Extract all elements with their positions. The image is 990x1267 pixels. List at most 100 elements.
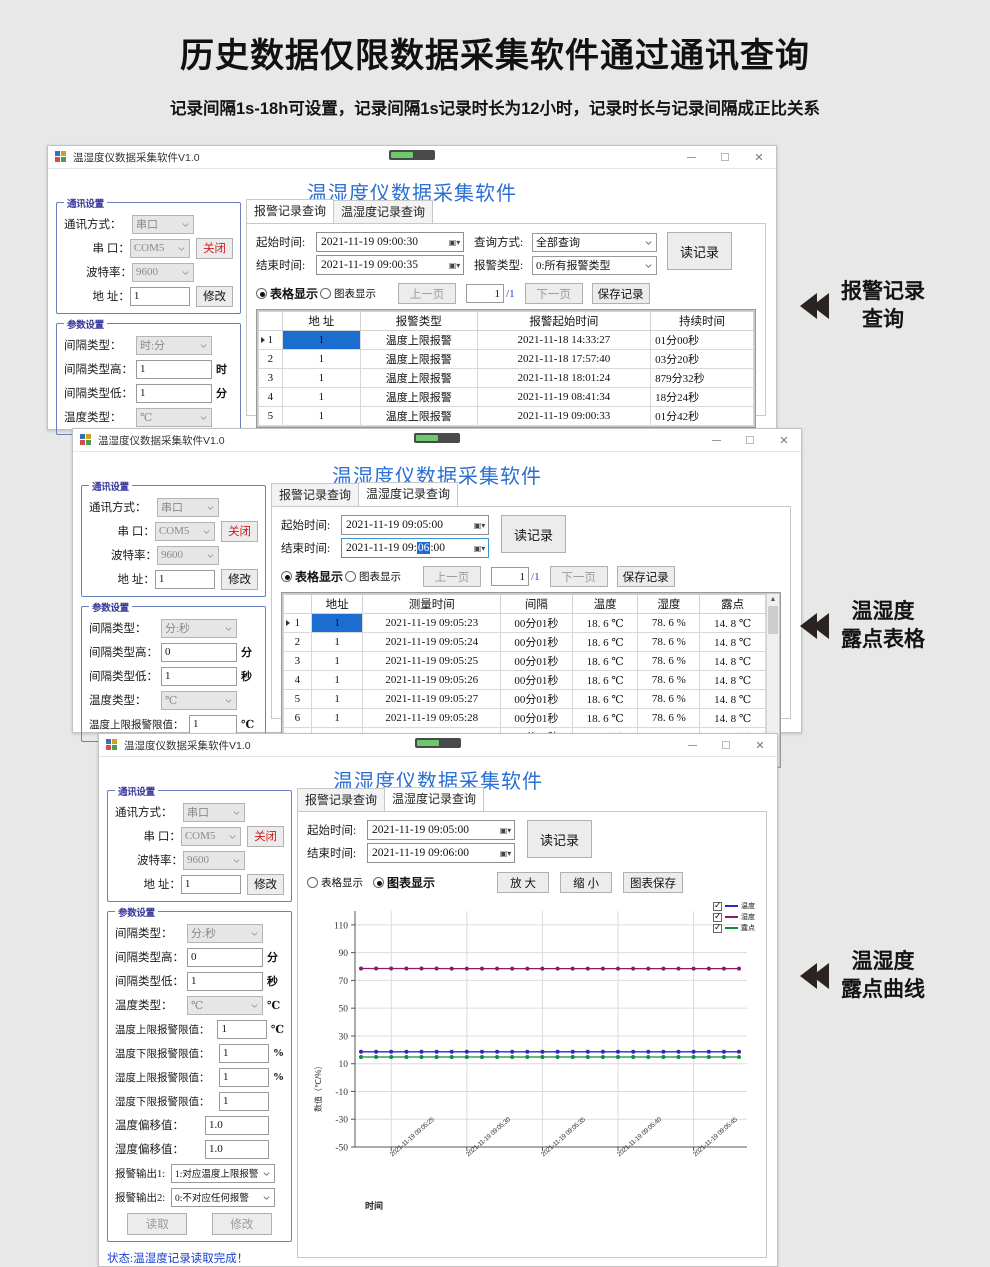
cell-address[interactable]: 1: [281, 368, 361, 388]
temp-offset-input[interactable]: 1.0: [205, 1115, 269, 1135]
column-header[interactable]: [258, 311, 283, 331]
hum-low-alarm-input[interactable]: 1: [219, 1091, 269, 1111]
read-record-button[interactable]: 读记录: [667, 232, 732, 270]
save-record-button[interactable]: 保存记录: [616, 566, 675, 587]
end-time-input[interactable]: 2021-11-19 09:06:00 ▣▾: [341, 538, 489, 558]
temp-type-select[interactable]: ℃: [187, 995, 263, 1015]
maximize-button[interactable]: [709, 734, 743, 757]
cell-duration[interactable]: 879分32秒: [650, 368, 754, 388]
cell-start-time[interactable]: 2021-11-19 09:00:33: [476, 406, 652, 426]
table-row[interactable]: 2 1 温度上限报警 2021-11-18 17:57:40 03分20秒: [258, 349, 754, 369]
save-record-button[interactable]: 保存记录: [591, 283, 650, 304]
comm-port-select[interactable]: COM5: [180, 826, 242, 846]
temp-high-alarm-input[interactable]: 1: [217, 1019, 267, 1039]
cell-address[interactable]: 1: [281, 349, 361, 369]
hum-offset-input[interactable]: 1.0: [205, 1139, 269, 1159]
temp-low-alarm-input[interactable]: 1: [219, 1043, 269, 1063]
temp-type-select[interactable]: ℃: [161, 690, 237, 710]
cell-interval[interactable]: 00分01秒: [500, 670, 573, 690]
calendar-dropdown-icon[interactable]: ▣▾: [473, 543, 486, 553]
modify-button[interactable]: 修改: [247, 873, 284, 895]
tab-th-query[interactable]: 温湿度记录查询: [358, 482, 459, 506]
cell-dewpoint[interactable]: 14. 8 ℃: [699, 689, 767, 709]
legend-checkbox[interactable]: [713, 900, 722, 911]
end-time-input[interactable]: 2021-11-19 09:00:35 ▣▾: [316, 255, 464, 275]
cell-measure-time[interactable]: 2021-11-19 09:05:26: [362, 670, 501, 690]
cell-address[interactable]: 1: [310, 651, 364, 671]
address-input[interactable]: 1: [129, 286, 191, 306]
cell-start-time[interactable]: 2021-11-18 18:01:24: [476, 368, 652, 388]
cell-duration[interactable]: 01分00秒: [650, 330, 754, 350]
cell-alarm-type[interactable]: 温度上限报警: [359, 368, 478, 388]
legend-item[interactable]: 温度: [713, 900, 755, 911]
query-mode-select[interactable]: 全部查询: [532, 232, 657, 252]
table-row[interactable]: 3 1 温度上限报警 2021-11-18 18:01:24 879分32秒: [258, 368, 754, 388]
cell-interval[interactable]: 00分01秒: [500, 651, 573, 671]
interval-low-input[interactable]: 1: [136, 383, 212, 403]
close-port-button[interactable]: 关闭: [196, 237, 233, 259]
table-row[interactable]: 4 1 温度上限报警 2021-11-19 08:41:34 18分24秒: [258, 387, 754, 407]
read-record-button[interactable]: 读记录: [501, 515, 566, 553]
cell-temperature[interactable]: 18. 6 ℃: [571, 613, 639, 633]
scrollbar-thumb[interactable]: [768, 606, 778, 634]
calendar-dropdown-icon[interactable]: ▣▾: [448, 237, 461, 247]
page-number-input[interactable]: 1: [466, 284, 505, 303]
cell-start-time[interactable]: 2021-11-18 14:33:27: [476, 330, 652, 350]
comm-mode-select[interactable]: 串口: [132, 214, 194, 234]
calendar-dropdown-icon[interactable]: ▣▾: [448, 260, 461, 270]
calendar-dropdown-icon[interactable]: ▣▾: [473, 520, 486, 530]
cell-humidity[interactable]: 78. 6 %: [637, 689, 701, 709]
cell-temperature[interactable]: 18. 6 ℃: [571, 670, 639, 690]
cell-address[interactable]: 1: [310, 708, 364, 728]
cell-dewpoint[interactable]: 14. 8 ℃: [699, 632, 767, 652]
comm-port-select[interactable]: COM5: [154, 521, 216, 541]
baud-select[interactable]: 9600: [132, 262, 194, 282]
page-number-input[interactable]: 1: [491, 567, 530, 586]
cell-temperature[interactable]: 18. 6 ℃: [571, 689, 639, 709]
cell-duration[interactable]: 18分24秒: [650, 387, 754, 407]
close-button[interactable]: ✕: [754, 151, 764, 164]
column-header[interactable]: 露点: [699, 594, 767, 614]
address-input[interactable]: 1: [180, 874, 242, 894]
calendar-dropdown-icon[interactable]: ▣▾: [499, 848, 512, 858]
table-row[interactable]: 1 1 温度上限报警 2021-11-18 14:33:27 01分00秒: [258, 330, 754, 350]
cell-measure-time[interactable]: 2021-11-19 09:05:24: [362, 632, 501, 652]
legend-checkbox[interactable]: [713, 911, 722, 922]
table-row[interactable]: 5 1 2021-11-19 09:05:27 00分01秒 18. 6 ℃ 78. 6 …: [283, 689, 767, 709]
cell-address[interactable]: 1: [281, 330, 361, 350]
close-button[interactable]: ✕: [755, 739, 765, 752]
legend-item[interactable]: 露点: [713, 922, 755, 933]
cell-interval[interactable]: 00分01秒: [500, 613, 573, 633]
column-header[interactable]: 间隔: [500, 594, 573, 614]
interval-type-select[interactable]: 分:秒: [187, 923, 263, 943]
table-row[interactable]: 2 1 2021-11-19 09:05:24 00分01秒 18. 6 ℃ 78. 6 …: [283, 632, 767, 652]
radio-table-display[interactable]: 表格显示: [307, 875, 363, 890]
column-header[interactable]: 报警起始时间: [476, 311, 652, 331]
interval-high-input[interactable]: 1: [136, 359, 212, 379]
modify-button[interactable]: 修改: [196, 285, 233, 307]
cell-humidity[interactable]: 78. 6 %: [637, 651, 701, 671]
start-time-input[interactable]: 2021-11-19 09:05:00 ▣▾: [341, 515, 489, 535]
column-header[interactable]: 温度: [571, 594, 639, 614]
cell-address[interactable]: 1: [281, 387, 361, 407]
end-time-selected-segment[interactable]: 06: [416, 542, 431, 554]
cell-alarm-type[interactable]: 温度上限报警: [359, 406, 478, 426]
interval-high-input[interactable]: 0: [161, 642, 237, 662]
maximize-button[interactable]: [708, 146, 742, 169]
legend-item[interactable]: 湿度: [713, 911, 755, 922]
zoom-in-button[interactable]: 放 大: [497, 872, 550, 893]
cell-start-time[interactable]: 2021-11-18 17:57:40: [476, 349, 652, 369]
table-row[interactable]: 6 1 2021-11-19 09:05:28 00分01秒 18. 6 ℃ 78. 6 …: [283, 708, 767, 728]
cell-address[interactable]: 1: [310, 689, 364, 709]
cell-interval[interactable]: 00分01秒: [500, 632, 573, 652]
cell-alarm-type[interactable]: 温度上限报警: [359, 387, 478, 407]
maximize-button[interactable]: [733, 429, 767, 452]
radio-chart-display[interactable]: 图表显示: [373, 874, 435, 891]
cell-address[interactable]: 1: [281, 406, 361, 426]
legend-checkbox[interactable]: [713, 922, 722, 933]
table-row[interactable]: 4 1 2021-11-19 09:05:26 00分01秒 18. 6 ℃ 78. 6 …: [283, 670, 767, 690]
alarm-type-select[interactable]: 0:所有报警类型: [532, 255, 657, 275]
column-header[interactable]: 报警类型: [359, 311, 478, 331]
address-input[interactable]: 1: [154, 569, 216, 589]
radio-chart-display[interactable]: 图表显示: [345, 569, 401, 584]
